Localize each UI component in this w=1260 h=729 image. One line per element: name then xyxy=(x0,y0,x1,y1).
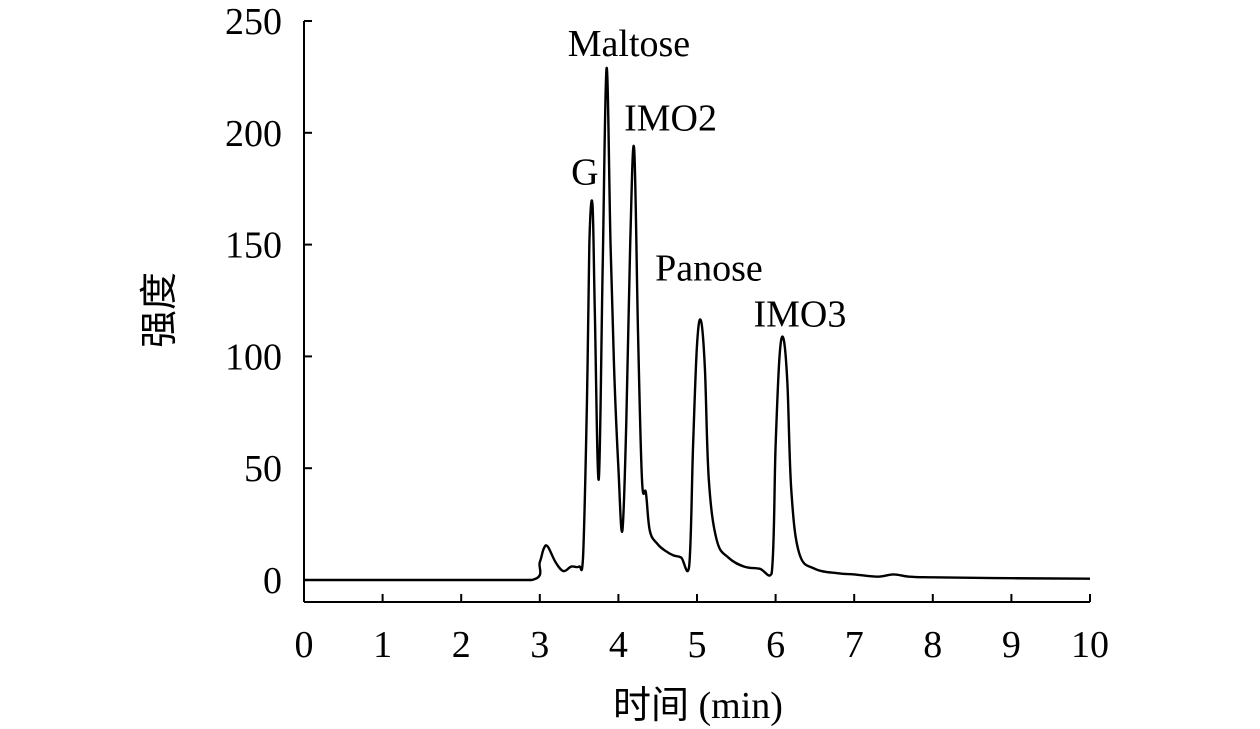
peak-label: Panose xyxy=(655,248,763,290)
peak-label: IMO2 xyxy=(624,97,717,139)
y-tick-label: 100 xyxy=(225,336,282,378)
peak-label: Maltose xyxy=(568,23,690,65)
x-tick-label: 1 xyxy=(373,624,392,666)
x-ticks: 0 1 2 3 4 5 6 7 8 9 10 xyxy=(295,594,1109,666)
y-tick-label: 250 xyxy=(225,1,282,43)
x-tick-label: 6 xyxy=(766,624,785,666)
peak-label: G xyxy=(571,151,598,193)
x-tick-label: 0 xyxy=(295,624,314,666)
x-tick-label: 9 xyxy=(1002,624,1021,666)
y-tick-label: 0 xyxy=(263,560,282,602)
x-tick-label: 5 xyxy=(688,624,707,666)
x-tick-label: 3 xyxy=(530,624,549,666)
y-ticks: 0 50 100 150 200 250 xyxy=(225,1,312,602)
x-tick-label: 8 xyxy=(923,624,942,666)
series-layer xyxy=(304,66,1091,582)
x-tick-label: 7 xyxy=(845,624,864,666)
y-tick-label: 150 xyxy=(225,225,282,267)
x-tick-label: 4 xyxy=(609,624,628,666)
x-tick-label: 2 xyxy=(452,624,471,666)
y-tick-label: 50 xyxy=(244,448,282,490)
y-tick-label: 200 xyxy=(225,113,282,155)
y-axis-title: 强度 xyxy=(139,272,181,348)
chromatogram-trace xyxy=(304,66,1091,582)
peak-label: IMO3 xyxy=(753,294,846,336)
x-tick-label: 10 xyxy=(1071,624,1109,666)
x-axis-title: 时间 (min) xyxy=(613,685,783,727)
